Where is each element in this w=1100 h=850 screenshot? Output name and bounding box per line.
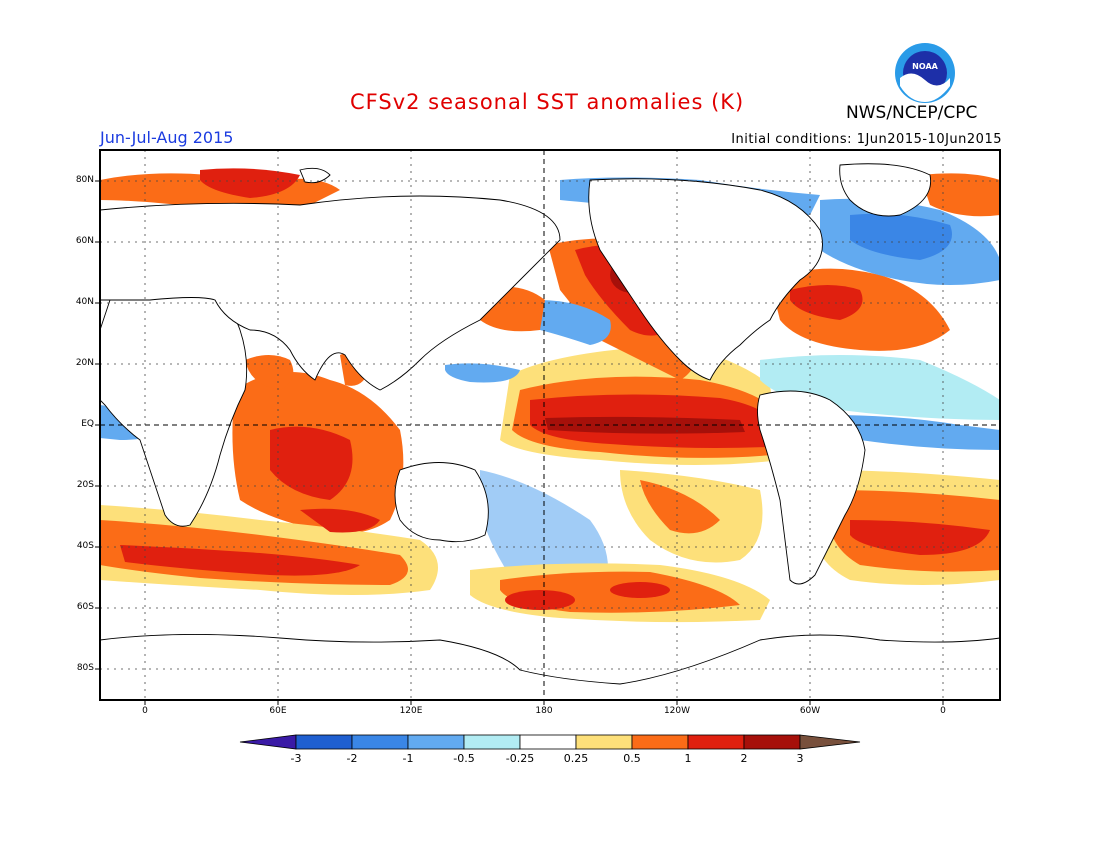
anomaly-patch	[850, 520, 990, 555]
anomaly-patch	[120, 545, 360, 576]
logo-text: NOAA	[912, 62, 938, 71]
colorbar-segment	[239, 734, 297, 750]
anomaly-patch	[300, 508, 380, 533]
anomaly-patch	[445, 363, 520, 383]
lat-label: 80S	[76, 663, 94, 673]
forecast-period: Jun-Jul-Aug 2015	[100, 128, 234, 147]
south-america	[757, 390, 866, 585]
lat-label: 40S	[76, 541, 94, 551]
lat-label: 60S	[76, 602, 94, 612]
lat-label: 20S	[76, 480, 94, 490]
equator-dateline	[100, 150, 1000, 700]
colorbar-segment	[743, 734, 801, 750]
pacific-anomalies	[445, 238, 780, 623]
colorbar-label: 1	[684, 752, 692, 765]
colorbar-segment	[351, 734, 409, 750]
agency-label: NWS/NCEP/CPC	[846, 103, 978, 123]
north-america	[588, 178, 823, 381]
tick-marks	[95, 180, 944, 705]
lon-label: 120W	[663, 706, 691, 716]
lon-label: 0	[142, 706, 148, 716]
colorbar-segment	[519, 734, 577, 750]
initial-conditions: Initial conditions: 1Jun2015-10Jun2015	[731, 132, 1002, 147]
noaa-logo-icon: NOAA	[895, 43, 955, 103]
colorbar-label: -0.5	[453, 752, 475, 765]
greenland	[839, 163, 932, 217]
anomaly-patch	[610, 582, 670, 598]
colorbar-label: 2	[740, 752, 748, 765]
colorbar-segment	[407, 734, 465, 750]
colorbar-segment	[631, 734, 689, 750]
continents	[100, 163, 1000, 700]
anomaly-patch	[200, 168, 300, 198]
indian-ocean-anomalies	[232, 351, 404, 534]
svalbard	[299, 167, 331, 184]
colorbar-segment	[575, 734, 633, 750]
australia	[394, 462, 489, 543]
colorbar-segment	[687, 734, 745, 750]
antarctica	[100, 633, 1000, 700]
colorbar-label: 3	[796, 752, 804, 765]
colorbar-label: -3	[290, 752, 302, 765]
lon-label: 0	[940, 706, 946, 716]
colorbar-segment	[799, 734, 861, 750]
lon-label: 180	[535, 706, 553, 716]
lat-label: 40N	[75, 297, 94, 307]
anomaly-patch	[830, 415, 1000, 450]
colorbar-segment	[295, 734, 353, 750]
anomaly-patch	[505, 590, 575, 610]
colorbar-label: -1	[402, 752, 414, 765]
colorbar	[239, 734, 861, 750]
southern-ocean-anomalies	[100, 470, 1000, 595]
anomaly-patch	[245, 355, 294, 390]
anomaly-patch	[850, 213, 952, 260]
anomaly-patch	[920, 173, 1000, 217]
lat-label: 60N	[75, 236, 94, 246]
lon-label: 120E	[399, 706, 423, 716]
lon-label: 60W	[799, 706, 821, 716]
colorbar-label: 0.5	[623, 752, 641, 765]
chart-title: CFSv2 seasonal SST anomalies (K)	[350, 90, 745, 114]
lat-label: 20N	[75, 358, 94, 368]
lat-label: EQ	[81, 419, 94, 429]
colorbar-label: -2	[346, 752, 358, 765]
anomaly-patch	[270, 426, 353, 500]
colorbar-label: -0.25	[505, 752, 535, 765]
lon-label: 60E	[269, 706, 287, 716]
eurasia	[100, 195, 561, 391]
anomaly-patch	[790, 285, 863, 320]
colorbar-segment	[463, 734, 521, 750]
colorbar-label: 0.25	[563, 752, 589, 765]
anomaly-patch	[640, 480, 720, 534]
lat-label: 80N	[75, 175, 94, 185]
anomaly-patch	[540, 300, 611, 345]
